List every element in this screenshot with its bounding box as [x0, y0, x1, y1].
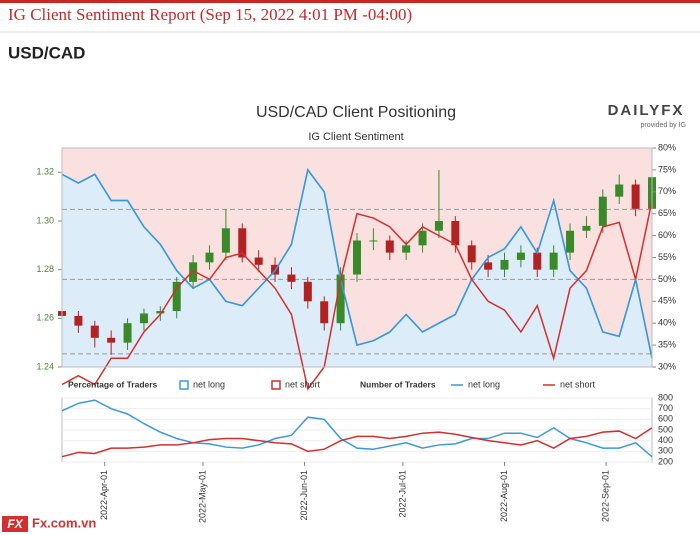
candle-body — [139, 313, 148, 324]
chart-subtitle: IG Client Sentiment — [308, 131, 403, 143]
y2-tick-label: 400 — [658, 435, 673, 445]
y-tick-label: 1.26 — [36, 313, 54, 323]
candle-body — [287, 274, 296, 282]
legend-label: net long — [468, 379, 500, 389]
candle-body — [434, 221, 443, 231]
candle-body — [189, 262, 198, 282]
x-tick-label: 2022-Jul-01 — [397, 470, 407, 518]
candle-body — [566, 230, 575, 253]
y2-tick-label: 45% — [658, 296, 676, 306]
legend-label: net short — [560, 379, 596, 389]
footer-icon: FX — [7, 517, 23, 531]
y2-tick-label: 600 — [658, 414, 673, 424]
candle-body — [205, 252, 214, 263]
candle-body — [254, 257, 263, 265]
candle-body — [467, 245, 476, 263]
legend-title: Number of Traders — [360, 379, 436, 389]
chart-title: USD/CAD Client Positioning — [256, 104, 456, 121]
plot-frame — [61, 147, 653, 368]
candle-body — [90, 325, 99, 338]
brand-logo: DAILYFX — [608, 102, 685, 119]
candle-body — [238, 228, 247, 258]
legend-title: Percentage of Traders — [68, 379, 158, 389]
candle-body — [107, 337, 116, 343]
candle-body — [353, 240, 361, 275]
y2-tick-label: 55% — [658, 252, 676, 262]
y2-tick-label: 300 — [658, 446, 673, 456]
x-tick-label: 2022-Sep-01 — [600, 470, 610, 522]
candle-body — [172, 281, 181, 312]
y2-tick-label: 60% — [658, 230, 676, 240]
y2-tick-label: 40% — [658, 318, 676, 328]
candle-body — [533, 252, 542, 270]
y-tick-label: 1.30 — [36, 215, 54, 225]
y2-tick-label: 30% — [658, 361, 676, 371]
candle-body — [402, 245, 411, 253]
pair-title: USD/CAD — [8, 43, 85, 62]
legend-swatch — [179, 380, 189, 390]
y2-tick-label: 65% — [658, 208, 676, 218]
legend-label: net long — [193, 379, 225, 389]
y-tick-label: 1.24 — [36, 361, 54, 371]
y2-tick-label: 200 — [658, 456, 673, 466]
brand-note: provided by IG — [640, 122, 686, 129]
legend-swatch — [271, 380, 281, 390]
x-tick-label: 2022-Aug-01 — [499, 470, 509, 522]
candle-body — [385, 240, 394, 253]
candle-body — [123, 323, 132, 343]
candle-body — [74, 315, 83, 326]
candle-body — [303, 281, 312, 302]
candle-body — [369, 240, 378, 242]
y2-tick-label: 50% — [658, 274, 676, 284]
x-tick-label: 2022-Jun-01 — [299, 470, 309, 521]
series-line — [61, 399, 653, 458]
candle-body — [221, 228, 230, 253]
footer-site: Fx.com.vn — [32, 515, 96, 530]
candle-body — [156, 311, 165, 314]
candle-body — [549, 252, 558, 270]
series-line — [61, 200, 653, 391]
area — [62, 169, 652, 367]
candle-body — [451, 221, 460, 246]
candle-body — [336, 274, 345, 324]
candle-body — [615, 184, 624, 197]
y2-tick-label: 700 — [658, 403, 673, 413]
candle-body — [516, 252, 525, 260]
y-tick-label: 1.32 — [36, 167, 54, 177]
x-tick-label: 2022-May-01 — [197, 470, 207, 523]
legend-label: net short — [285, 379, 321, 389]
series-line — [61, 427, 653, 458]
candle-body — [418, 230, 427, 246]
candle-body — [598, 196, 607, 226]
candle-body — [500, 259, 509, 270]
x-tick-label: 2022-Apr-01 — [99, 470, 109, 520]
y2-tick-label: 70% — [658, 186, 676, 196]
candle-body — [320, 301, 329, 324]
y2-tick-label: 500 — [658, 424, 673, 434]
candle-body — [631, 184, 640, 209]
candle-body — [484, 262, 493, 270]
y2-tick-label: 75% — [658, 164, 676, 174]
y2-tick-label: 800 — [658, 392, 673, 402]
candle-body — [582, 225, 591, 231]
y-tick-label: 1.28 — [36, 264, 54, 274]
y2-tick-label: 35% — [658, 339, 676, 349]
report-title: IG Client Sentiment Report (Sep 15, 2022… — [8, 5, 412, 24]
top-bar — [0, 0, 700, 3]
footer-icon-bg — [2, 516, 28, 532]
y2-tick-label: 80% — [658, 142, 676, 152]
series-line — [61, 168, 653, 359]
